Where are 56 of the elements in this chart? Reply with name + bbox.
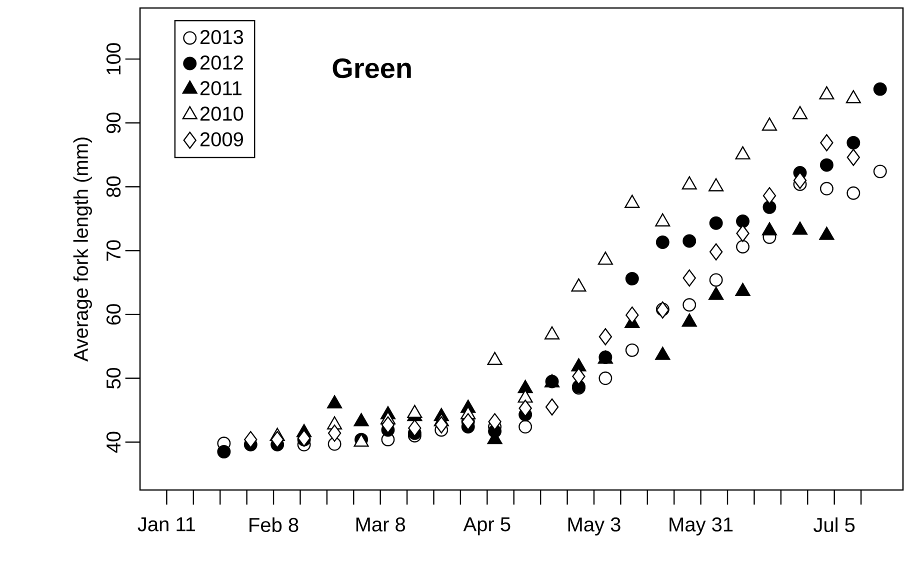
point xyxy=(682,298,696,312)
x-tick-label: Jul 5 xyxy=(814,517,855,532)
point xyxy=(846,186,860,200)
legend-label: 2010 xyxy=(200,106,244,121)
y-tick-label: 80 xyxy=(106,176,121,197)
point xyxy=(709,216,723,230)
point xyxy=(625,272,639,286)
point xyxy=(572,368,586,385)
point xyxy=(625,343,639,357)
y-tick-label: 40 xyxy=(106,432,121,453)
point xyxy=(762,200,776,214)
point xyxy=(488,413,502,430)
y-tick-label: 70 xyxy=(106,240,121,261)
point xyxy=(736,224,750,242)
point xyxy=(820,182,834,196)
legend-label: 2011 xyxy=(200,81,242,96)
point xyxy=(709,273,723,287)
x-tick-label: Apr 5 xyxy=(463,517,510,536)
point xyxy=(709,243,723,260)
point xyxy=(873,164,887,178)
legend-label: 2009 xyxy=(200,132,243,146)
point xyxy=(793,172,807,189)
point xyxy=(626,306,639,324)
point xyxy=(518,400,532,417)
point xyxy=(820,134,834,152)
legend-label: 2013 xyxy=(200,30,244,44)
y-tick-label: 100 xyxy=(106,43,121,74)
point xyxy=(656,301,670,319)
x-tick-label: Jan 11 xyxy=(138,517,196,532)
point xyxy=(736,240,750,254)
point xyxy=(762,187,776,204)
point xyxy=(434,416,448,434)
legend-label: 2012 xyxy=(200,56,243,70)
point xyxy=(408,419,422,437)
point xyxy=(682,234,696,248)
x-tick-label: May 3 xyxy=(568,517,620,536)
point xyxy=(873,82,887,96)
point xyxy=(846,148,860,166)
point xyxy=(846,136,860,150)
point xyxy=(656,236,670,250)
point xyxy=(545,398,559,416)
point xyxy=(682,269,696,287)
x-tick-label: Feb 8 xyxy=(250,517,298,532)
point xyxy=(820,158,834,172)
point xyxy=(381,416,395,434)
x-tick-label: May 31 xyxy=(670,517,733,536)
point xyxy=(518,420,532,434)
point xyxy=(736,214,750,228)
y-tick-label: 50 xyxy=(106,368,121,389)
point xyxy=(598,372,612,386)
y-axis-title: Average fork length (mm) xyxy=(73,138,92,362)
y-tick-label: 60 xyxy=(106,304,121,325)
y-tick-label: 90 xyxy=(106,112,121,134)
point xyxy=(598,328,612,346)
x-tick-label: Mar 8 xyxy=(356,517,406,532)
text: Green xyxy=(332,58,411,78)
